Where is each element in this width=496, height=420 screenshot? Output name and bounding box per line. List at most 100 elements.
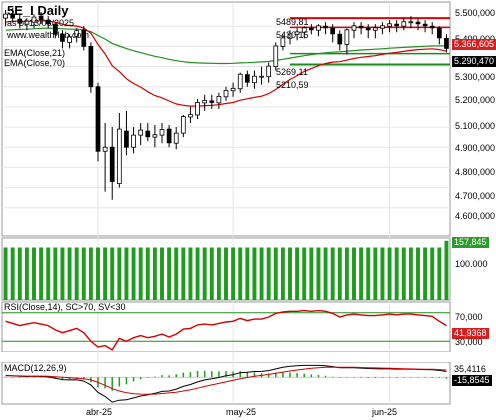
ema21-line (5, 20, 447, 107)
macd-histogram-bar (360, 377, 362, 378)
candle-body (188, 114, 193, 118)
macd-legend: MACD(12,26,9) (4, 363, 67, 373)
volume-bar (238, 247, 243, 300)
macd-histogram-bar (267, 373, 270, 378)
macd-histogram-bar (388, 377, 391, 378)
candle-body (280, 37, 286, 47)
candle-body (273, 45, 279, 67)
volume-bar (202, 247, 207, 300)
candle-body (316, 25, 321, 31)
volume-bar (366, 247, 371, 300)
date-label-abr: abr-25 (86, 407, 113, 417)
volume-bar (337, 247, 342, 300)
volume-bar (280, 247, 285, 300)
macd-histogram (2, 370, 450, 391)
macd-histogram-bar (225, 371, 227, 378)
macd-histogram-bar (239, 371, 241, 378)
price-axis-label: 4.800,000 (455, 167, 496, 177)
macd-histogram-bar (154, 376, 156, 378)
candle-body (237, 73, 243, 90)
macd-histogram-bar (139, 377, 142, 380)
macd-histogram-bar (47, 377, 49, 378)
macd-histogram-bar (182, 372, 185, 378)
macd-histogram-bar (132, 377, 135, 382)
macd-histogram-bar (161, 375, 163, 378)
level-label-5210: 5210,59 (276, 80, 309, 90)
date-label-may: may-25 (226, 407, 257, 417)
candle-body (3, 13, 8, 19)
candle-body (10, 13, 16, 19)
macd-histogram-bar (303, 373, 305, 378)
candle-body (344, 29, 350, 45)
volume-bar (231, 247, 236, 300)
candle-body (195, 102, 200, 116)
volume-bar (138, 247, 143, 300)
macd-histogram-bar (203, 370, 206, 378)
level-label-5489: 5489,81 (276, 17, 309, 27)
volume-bar (245, 247, 250, 300)
volume-bar (302, 247, 307, 300)
macd-histogram-bar (403, 377, 405, 378)
candle-body (145, 130, 151, 138)
macd-histogram-bar (196, 370, 199, 378)
macd-histogram-bar (339, 377, 341, 378)
macd-histogram-bar (189, 372, 192, 378)
rsi-path (5, 309, 447, 351)
macd-histogram-bar (147, 377, 149, 378)
candle-body (124, 130, 129, 148)
volume-bar (188, 247, 193, 300)
macd-histogram-bar (168, 375, 170, 378)
candle-body (102, 146, 108, 152)
candle-body (287, 33, 293, 39)
macd-histogram-bar (275, 372, 277, 378)
macd-histogram-bar (424, 377, 426, 378)
macd-histogram-bar (445, 377, 448, 379)
candle-body (444, 37, 449, 49)
volume-bar (259, 247, 264, 300)
volume-bar (195, 247, 200, 300)
macd-histogram-bar (317, 374, 320, 378)
candle-body (60, 33, 65, 42)
candle-body (394, 23, 400, 27)
macd-histogram-bar (19, 377, 21, 378)
candle-body (308, 27, 314, 31)
volume-bar (160, 247, 164, 300)
macd-histogram-bar (253, 372, 256, 378)
candle-body (180, 116, 186, 134)
volume-bar (46, 247, 51, 300)
macd-histogram-bar (431, 377, 433, 378)
volume-bar (309, 247, 314, 300)
candle-body (323, 25, 328, 29)
candle-body (209, 100, 215, 103)
volume-bar (423, 247, 428, 300)
signal-tag: -15,8545 (452, 375, 492, 386)
rsi-legend: RSI(Close,14), SC>70, SV<30 (4, 302, 126, 312)
candle-body (74, 30, 80, 37)
macd-histogram-bar (118, 377, 121, 387)
candle-body (173, 132, 179, 144)
rsi-line (2, 309, 450, 351)
macd-histogram-bar (289, 372, 291, 378)
candle-body (138, 129, 144, 136)
price-axis-label: 5.100,000 (455, 121, 496, 131)
candle-body (52, 23, 58, 35)
macd-histogram-bar (381, 377, 384, 379)
candle-body (252, 75, 257, 84)
macd-path (5, 364, 447, 403)
candle-body (429, 25, 435, 29)
volume-bar (110, 247, 115, 300)
candle-body (88, 45, 94, 88)
candle-body (24, 20, 30, 25)
macd-histogram-bar (395, 377, 398, 378)
ema70-path (5, 27, 447, 65)
candle-body (230, 87, 236, 92)
level-label-5269: 5269,11 (276, 67, 308, 77)
macd-histogram-bar (11, 377, 14, 378)
macd-histogram-bar (218, 371, 220, 378)
volume-bar (401, 247, 406, 300)
rsi-tag: 41,9368 (452, 328, 489, 339)
price-axis-label: 4.600,000 (455, 211, 496, 221)
price-axis-label: 4.900,000 (455, 143, 496, 153)
candle-body (380, 25, 385, 29)
volume-bar (359, 247, 364, 300)
